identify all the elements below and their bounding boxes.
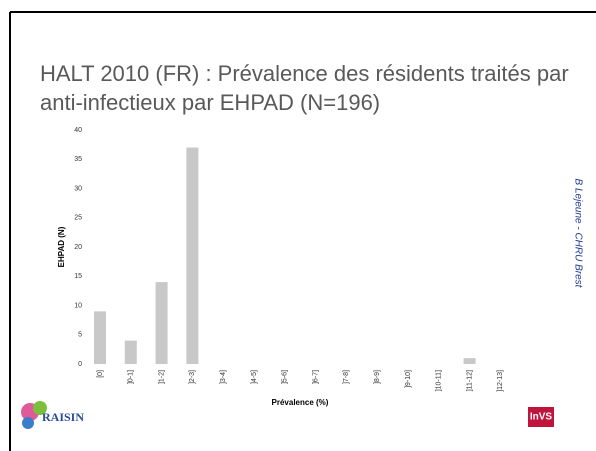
x-tick-label: ]1-2] <box>158 370 165 384</box>
bar <box>463 358 476 364</box>
x-tick-label: ]3-4] <box>220 370 227 384</box>
title-line: HALT 2010 (FR) : Prévalence des résident… <box>40 61 569 86</box>
x-tick-label: ]4-5] <box>251 370 258 384</box>
y-tick-label: 25 <box>74 215 82 222</box>
logo-shape <box>528 407 554 427</box>
y-tick-label: 30 <box>74 185 82 192</box>
y-tick-label: 20 <box>74 244 82 251</box>
x-axis-label: Prévalence (%) <box>272 398 329 407</box>
x-tick-label: ]8-9] <box>374 370 381 384</box>
x-tick-label: [0] <box>97 370 104 378</box>
y-tick-label: 15 <box>74 273 82 280</box>
x-tick-label: ]11-12] <box>466 370 473 391</box>
logo-shape <box>33 401 47 415</box>
logo-shape <box>22 417 34 429</box>
y-tick-label: 40 <box>74 127 82 134</box>
x-tick-label: ]12-13] <box>497 370 504 392</box>
raisin-logo: RAISIN <box>21 401 84 429</box>
y-tick-label: 10 <box>74 302 82 309</box>
x-tick-label: ]7-8] <box>343 370 350 384</box>
title-line: anti-infectieux par EHPAD (N=196) <box>40 90 380 115</box>
x-tick-label: ]5-6] <box>282 370 289 384</box>
side-note: B Lejeune - CHRU Brest <box>572 179 583 289</box>
y-tick-label: 0 <box>78 361 82 368</box>
y-tick-label: 35 <box>74 156 82 163</box>
x-tick-label: ]6-7] <box>312 370 319 384</box>
y-tick-label: 5 <box>78 332 82 339</box>
x-tick-label: ]0-1] <box>128 370 135 384</box>
logo-text: InVS <box>530 412 553 423</box>
bar <box>155 282 168 364</box>
logo-text: RAISIN <box>42 410 84 424</box>
x-tick-label: ]2-3] <box>189 370 196 384</box>
bar <box>124 340 137 364</box>
x-tick-label: ]9-10] <box>405 370 412 388</box>
x-tick-label: ]10-11] <box>436 370 443 391</box>
y-axis-label: EHPAD (N) <box>57 226 66 267</box>
bar <box>94 311 106 364</box>
invs-logo: InVS <box>528 407 554 427</box>
bar <box>186 147 199 364</box>
